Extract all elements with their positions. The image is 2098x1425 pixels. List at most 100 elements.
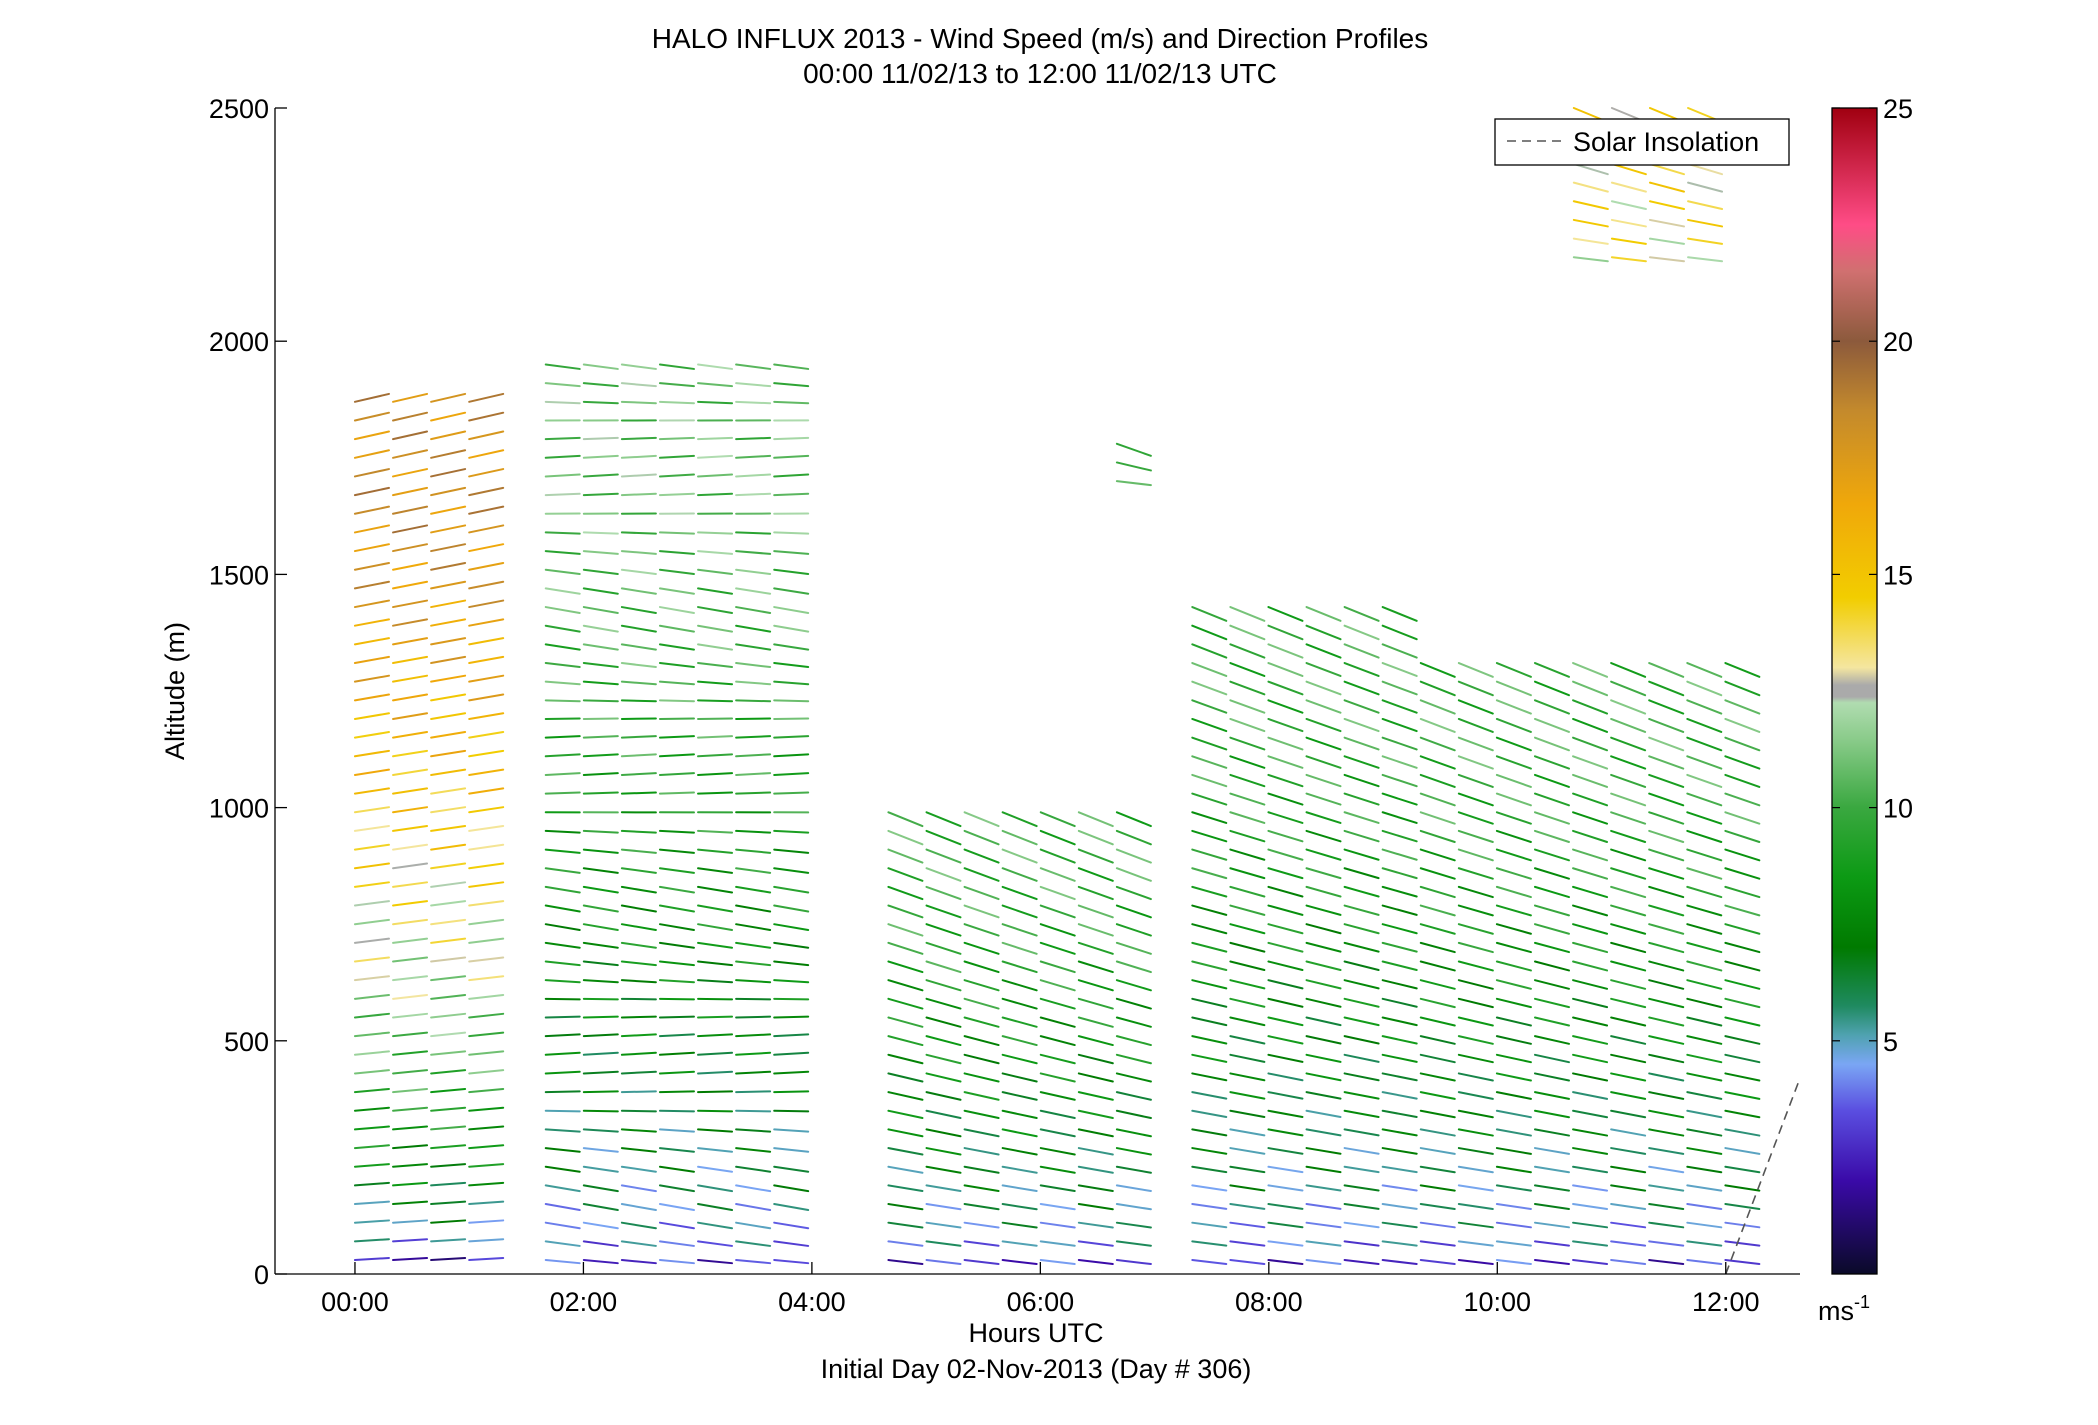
wind-barb (1648, 662, 1685, 678)
wind-barb (353, 806, 390, 814)
wind-barb (353, 580, 390, 590)
wind-barb (735, 848, 772, 854)
wind-barb (1457, 680, 1494, 697)
wind-barb (1533, 997, 1570, 1009)
wind-barb (1457, 1184, 1494, 1192)
wind-barb (353, 1012, 390, 1019)
wind-barb (392, 1219, 429, 1224)
wind-barb (697, 624, 734, 633)
wind-barb (1572, 1053, 1609, 1064)
wind-barb (1229, 699, 1266, 714)
wind-barb (468, 937, 505, 944)
wind-barb (1115, 1259, 1152, 1266)
wind-barb (773, 550, 810, 555)
wind-barb (1724, 867, 1761, 880)
wind-barb (620, 1015, 657, 1019)
wind-barb (1305, 979, 1342, 990)
wind-barb (544, 1090, 581, 1094)
wind-barb (1610, 1165, 1647, 1174)
wind-barb (1648, 829, 1685, 843)
wind-barb (582, 791, 619, 795)
wind-barb (1343, 1221, 1380, 1229)
wind-barb (353, 543, 390, 553)
wind-barb (468, 881, 505, 888)
wind-barb (1343, 736, 1380, 751)
wind-barb (1610, 662, 1647, 678)
wind-barb (1115, 1053, 1152, 1065)
wind-barb (392, 1050, 429, 1056)
wind-barb (392, 618, 429, 627)
wind-barb (773, 382, 810, 388)
wind-barb (1229, 606, 1266, 622)
wind-barb (1001, 960, 1038, 974)
wind-barb (887, 1165, 924, 1174)
wind-barb (1572, 680, 1609, 697)
wind-barb (1001, 1259, 1038, 1266)
wind-barb (1419, 867, 1456, 880)
wind-barb (1572, 848, 1609, 862)
wind-barb (468, 918, 505, 926)
wind-barb (1267, 792, 1304, 806)
wind-barb (1533, 1109, 1570, 1119)
wind-barb (1039, 1109, 1076, 1120)
wind-barb (925, 1016, 962, 1028)
wind-barb (925, 867, 962, 882)
wind-barb (544, 941, 581, 949)
wind-barb (392, 843, 429, 851)
wind-barb (582, 568, 619, 576)
wind-barb (430, 1012, 467, 1019)
wind-barb (1229, 904, 1266, 916)
wind-barb (1457, 1016, 1494, 1027)
wind-barb (1686, 885, 1723, 899)
wind-barb (735, 550, 772, 555)
wind-barb (1115, 1091, 1152, 1101)
wind-barb (887, 1053, 924, 1065)
wind-barb (430, 712, 467, 720)
wind-barb (1533, 699, 1570, 715)
wind-barb (1305, 1053, 1342, 1063)
wind-barb (1001, 1109, 1038, 1120)
wind-barb (735, 1240, 772, 1247)
wind-barb (353, 1106, 390, 1112)
wind-barb (1610, 1035, 1647, 1045)
wind-barb (1533, 1203, 1570, 1210)
wind-barb (1381, 773, 1418, 788)
chart-subtitle: 00:00 11/02/13 to 12:00 11/02/13 UTC (803, 58, 1277, 89)
wind-barb (1039, 1128, 1076, 1138)
wind-barb (1419, 662, 1456, 678)
colorbar-tick-label: 25 (1883, 94, 1913, 124)
colorbar-unit-base: ms (1818, 1296, 1854, 1326)
wind-barb (1115, 1147, 1152, 1156)
wind-barb (1533, 755, 1570, 770)
wind-barb (887, 1240, 924, 1247)
wind-barb (620, 436, 657, 441)
wind-barb (1191, 1184, 1228, 1192)
wind-barb (1305, 643, 1342, 659)
wind-barb (1648, 1147, 1685, 1155)
wind-barb (468, 486, 505, 497)
wind-barb (1343, 1147, 1380, 1155)
wind-barb (1648, 1184, 1685, 1192)
wind-barb (1686, 960, 1723, 972)
wind-barb (1381, 643, 1418, 659)
wind-barb (1191, 1053, 1228, 1063)
wind-barb (1495, 755, 1532, 770)
wind-barb (1610, 960, 1647, 972)
wind-barb (620, 1165, 657, 1173)
wind-barb (1229, 1184, 1266, 1192)
wind-barb (620, 1070, 657, 1075)
wind-barb (1533, 979, 1570, 990)
wind-barb (468, 430, 505, 441)
wind-barb (1115, 811, 1152, 828)
wind-barb (392, 937, 429, 944)
wind-barb (582, 904, 619, 913)
wind-barb (1267, 699, 1304, 714)
wind-barb (468, 1219, 505, 1224)
wind-barb (353, 918, 390, 926)
wind-barb (1648, 923, 1685, 935)
wind-barb (1267, 1165, 1304, 1174)
wind-barb (1191, 662, 1228, 677)
wind-barb (430, 468, 467, 478)
wind-barb (697, 587, 734, 595)
wind-barb (1191, 606, 1228, 622)
